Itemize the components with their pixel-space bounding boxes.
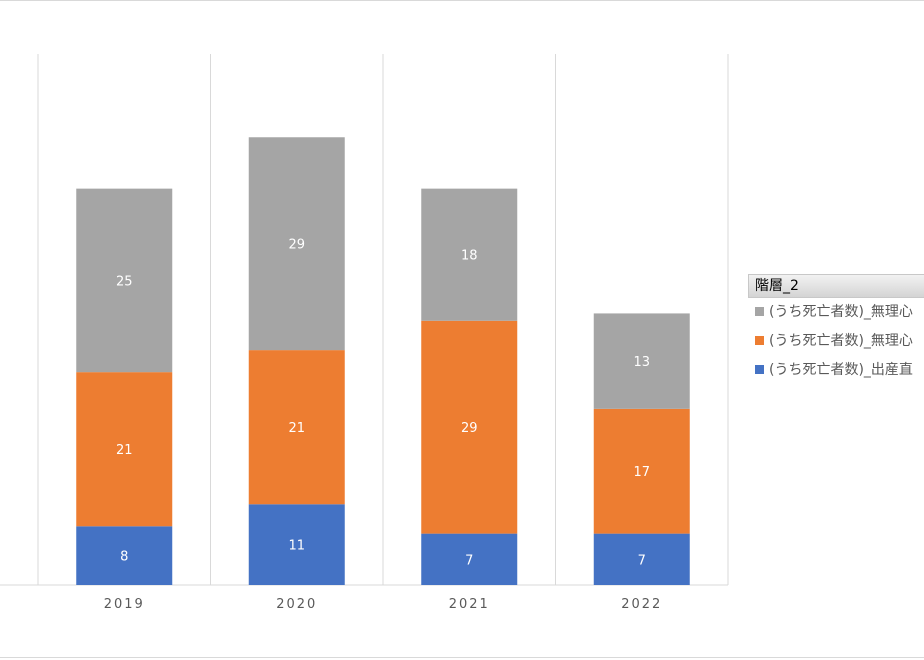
data-label: 21 bbox=[116, 443, 133, 458]
data-label: 17 bbox=[633, 465, 650, 480]
data-label: 21 bbox=[288, 421, 305, 436]
bar-segment-2021-s0 bbox=[421, 533, 518, 585]
bar-segment-2021-s1 bbox=[421, 320, 518, 534]
x-tick-label: 2019 bbox=[104, 597, 145, 612]
bar-segment-2022-s2 bbox=[593, 313, 690, 409]
legend-swatch-gray bbox=[755, 306, 764, 316]
bar-segment-2022-s1 bbox=[593, 408, 690, 534]
bar-segment-2020-s0 bbox=[248, 504, 345, 585]
x-tick-label: 2020 bbox=[276, 597, 317, 612]
data-label: 13 bbox=[633, 355, 650, 370]
bar-segment-2020-s1 bbox=[248, 350, 345, 505]
legend-item-orange[interactable]: (うち死亡者数)_無理心 bbox=[748, 327, 924, 356]
data-label: 7 bbox=[465, 553, 473, 568]
legend-swatch-blue bbox=[755, 364, 764, 374]
frame-bottom-border bbox=[0, 657, 924, 658]
data-label: 25 bbox=[116, 274, 133, 289]
legend-title: 階層_2 bbox=[748, 274, 924, 298]
x-tick-label: 2021 bbox=[449, 597, 490, 612]
legend-label-orange: (うち死亡者数)_無理心 bbox=[769, 333, 913, 349]
legend-item-gray[interactable]: (うち死亡者数)_無理心 bbox=[748, 298, 924, 327]
bar-segment-2019-s2 bbox=[76, 188, 173, 373]
x-tick-label: 2022 bbox=[621, 597, 662, 612]
data-label: 7 bbox=[638, 553, 646, 568]
data-label: 11 bbox=[288, 539, 305, 554]
data-label: 18 bbox=[461, 249, 478, 264]
data-label: 29 bbox=[461, 421, 478, 436]
legend-swatch-orange bbox=[755, 335, 764, 345]
bar-segment-2022-s0 bbox=[593, 533, 690, 585]
bar-segment-2020-s2 bbox=[248, 137, 345, 351]
data-label: 29 bbox=[288, 238, 305, 253]
legend[interactable]: 階層_2 (うち死亡者数)_無理心 (うち死亡者数)_無理心 (うち死亡者数)_… bbox=[748, 274, 924, 386]
bar-segment-2019-s1 bbox=[76, 372, 173, 527]
legend-label-blue: (うち死亡者数)_出産直 bbox=[769, 362, 913, 378]
legend-label-gray: (うち死亡者数)_無理心 bbox=[769, 304, 913, 320]
frame-top-border bbox=[0, 0, 924, 1]
bar-segment-2019-s0 bbox=[76, 526, 173, 585]
legend-item-blue[interactable]: (うち死亡者数)_出産直 bbox=[748, 356, 924, 385]
data-label: 8 bbox=[120, 550, 128, 565]
bar-segment-2021-s2 bbox=[421, 188, 518, 321]
